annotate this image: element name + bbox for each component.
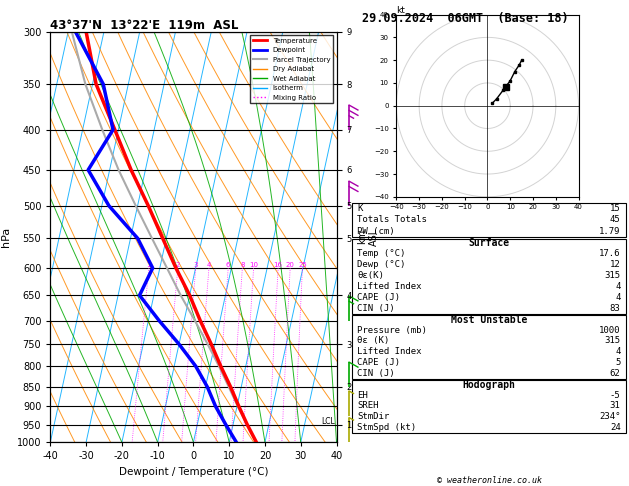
Text: CAPE (J): CAPE (J) xyxy=(357,358,401,367)
Text: 2: 2 xyxy=(175,262,180,268)
Bar xyxy=(352,315,626,379)
Text: 29.09.2024  06GMT  (Base: 18): 29.09.2024 06GMT (Base: 18) xyxy=(362,12,568,25)
Text: CIN (J): CIN (J) xyxy=(357,304,395,313)
Text: 12: 12 xyxy=(610,260,621,269)
Y-axis label: km
ASL: km ASL xyxy=(357,228,379,246)
Text: Most Unstable: Most Unstable xyxy=(451,315,527,325)
Text: 234°: 234° xyxy=(599,412,621,421)
Text: CIN (J): CIN (J) xyxy=(357,369,395,378)
Text: 315: 315 xyxy=(604,336,621,346)
Text: Hodograph: Hodograph xyxy=(462,380,516,390)
Text: 45: 45 xyxy=(610,215,621,225)
Text: θε(K): θε(K) xyxy=(357,271,384,280)
Text: 17.6: 17.6 xyxy=(599,249,621,258)
Text: 43°37'N  13°22'E  119m  ASL: 43°37'N 13°22'E 119m ASL xyxy=(50,18,238,32)
Text: 4: 4 xyxy=(207,262,211,268)
Bar xyxy=(352,239,626,314)
Text: K: K xyxy=(357,204,363,213)
Text: 1: 1 xyxy=(147,262,151,268)
Text: Pressure (mb): Pressure (mb) xyxy=(357,326,427,334)
Text: Dewp (°C): Dewp (°C) xyxy=(357,260,406,269)
Text: 3: 3 xyxy=(194,262,198,268)
Text: Totals Totals: Totals Totals xyxy=(357,215,427,225)
Y-axis label: hPa: hPa xyxy=(1,227,11,247)
Text: LCL: LCL xyxy=(321,417,335,426)
Text: Temp (°C): Temp (°C) xyxy=(357,249,406,258)
X-axis label: Dewpoint / Temperature (°C): Dewpoint / Temperature (°C) xyxy=(119,467,268,477)
Text: PW (cm): PW (cm) xyxy=(357,227,395,236)
Text: 1.79: 1.79 xyxy=(599,227,621,236)
Bar xyxy=(352,203,626,237)
Text: Surface: Surface xyxy=(469,239,509,248)
Text: 6: 6 xyxy=(226,262,230,268)
Text: StmDir: StmDir xyxy=(357,412,390,421)
Text: 25: 25 xyxy=(298,262,307,268)
Text: 83: 83 xyxy=(610,304,621,313)
Text: 4: 4 xyxy=(615,347,621,356)
Text: Lifted Index: Lifted Index xyxy=(357,347,422,356)
Legend: Temperature, Dewpoint, Parcel Trajectory, Dry Adiabat, Wet Adiabat, Isotherm, Mi: Temperature, Dewpoint, Parcel Trajectory… xyxy=(250,35,333,104)
Text: StmSpd (kt): StmSpd (kt) xyxy=(357,423,416,432)
Text: SREH: SREH xyxy=(357,401,379,410)
Text: -5: -5 xyxy=(610,391,621,399)
Text: 16: 16 xyxy=(274,262,282,268)
Text: EH: EH xyxy=(357,391,368,399)
Text: 4: 4 xyxy=(615,282,621,291)
Text: 31: 31 xyxy=(610,401,621,410)
Text: CAPE (J): CAPE (J) xyxy=(357,293,401,302)
Text: 315: 315 xyxy=(604,271,621,280)
Text: 4: 4 xyxy=(615,293,621,302)
Text: kt: kt xyxy=(396,5,405,15)
Bar xyxy=(352,381,626,433)
Text: © weatheronline.co.uk: © weatheronline.co.uk xyxy=(437,476,542,485)
Text: 1000: 1000 xyxy=(599,326,621,334)
Text: 15: 15 xyxy=(610,204,621,213)
Text: Lifted Index: Lifted Index xyxy=(357,282,422,291)
Text: 10: 10 xyxy=(249,262,258,268)
Text: 24: 24 xyxy=(610,423,621,432)
Text: 62: 62 xyxy=(610,369,621,378)
Text: 20: 20 xyxy=(286,262,294,268)
Text: 8: 8 xyxy=(240,262,245,268)
Text: 5: 5 xyxy=(615,358,621,367)
Text: θε (K): θε (K) xyxy=(357,336,390,346)
